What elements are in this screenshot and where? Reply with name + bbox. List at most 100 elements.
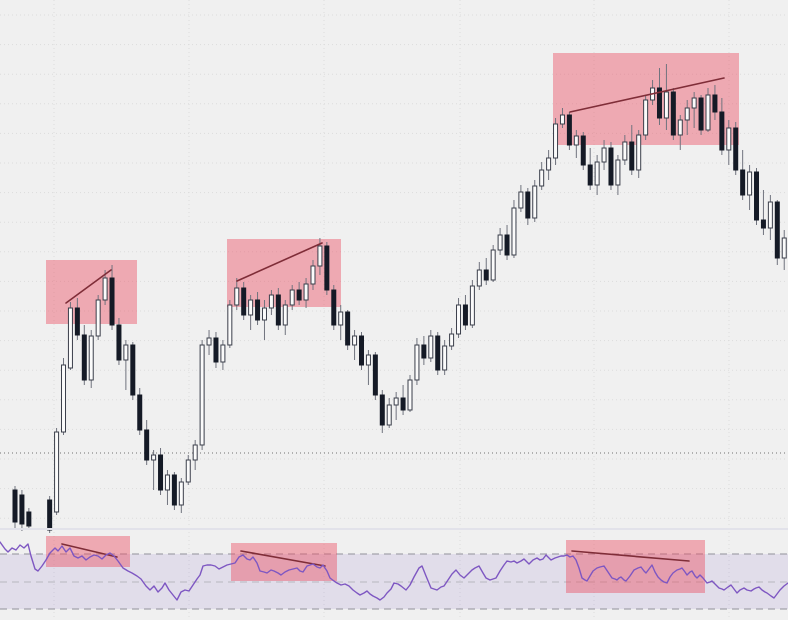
candle-down [754,168,760,225]
candle-body [525,191,531,219]
trendline[interactable] [65,269,112,304]
candle-body [199,344,205,446]
rsi-trendline[interactable] [240,550,326,567]
candle-down [74,298,80,340]
rsi-divergence-highlight-box[interactable] [46,536,130,567]
candle-body [622,141,628,161]
candle-body [241,287,247,316]
candle-body [615,159,621,186]
candle-body [691,97,697,109]
candle-body [435,335,441,371]
candle-body [206,337,212,346]
candle-body [352,335,358,346]
candle-down [566,112,572,150]
candle-down [158,448,164,495]
candle-body [275,294,281,326]
candle-up [449,328,455,350]
price-trendlines [65,77,725,304]
candle-body [151,454,157,461]
trendline[interactable] [236,242,323,282]
candle-up [289,285,295,310]
candle-body [338,311,344,326]
candle-up [469,280,475,328]
candle-body [684,107,690,121]
candle-down [12,486,18,528]
candle-up [185,455,191,485]
candle-body [345,311,351,346]
candle-body [268,294,274,309]
candle-down [359,332,364,370]
candle-body [296,289,302,301]
candle-body [670,91,676,136]
candle-body [483,269,489,281]
candle-body [712,94,718,113]
candle-body [88,335,94,381]
candle-up [248,295,254,330]
trendline[interactable] [569,77,725,113]
candle-up [67,302,73,370]
candle-down [670,88,676,140]
rsi-band-fill [0,554,788,609]
divergence-highlight-box[interactable] [46,260,137,324]
candle-body [559,114,565,125]
candle-body [81,334,87,381]
candle-down [116,318,122,365]
candle-up [691,92,697,128]
candle-up [497,228,503,255]
candle-body [54,431,60,513]
candle-down [379,390,385,433]
candle-body [469,285,475,326]
candle-body [171,474,177,506]
candle-up [573,130,579,158]
candle-down [324,242,330,295]
candle-body [95,299,101,337]
candle-body [144,429,150,461]
candle-body [594,161,600,186]
candle-body [164,474,170,491]
candle-up [601,140,607,170]
candle-up [636,130,642,178]
candle-body [733,127,739,171]
candle-up [428,330,434,362]
candle-body [719,111,725,151]
candle-up [352,330,358,360]
candle-up [199,340,205,450]
candle-up [456,298,462,338]
candle-body [663,91,669,119]
candle-down [774,200,780,265]
rsi-divergence-highlight-box[interactable] [566,540,705,593]
candle-body [462,304,468,326]
candle-down [608,142,614,190]
candle-down [760,190,766,235]
candle-down [580,132,586,170]
candle-body [386,404,392,426]
candle-up [102,270,108,305]
candle-up [338,305,344,340]
candle-body [760,219,766,229]
candle-body [698,97,704,131]
candle-down [255,292,261,325]
rsi-trendline[interactable] [571,550,690,562]
rsi-divergence-highlight-box[interactable] [231,543,337,581]
candle-body [67,307,73,369]
candle-up [518,185,524,212]
candle-body [109,277,115,326]
candle-down [435,332,441,375]
candle-body [754,171,760,221]
candle-down [26,508,32,530]
candle-up [54,428,60,515]
candle-body [282,304,288,326]
candle-body [19,494,25,525]
candle-down [504,225,510,260]
candle-body [158,454,164,491]
candle-up [663,64,669,130]
candle-body [781,237,787,259]
candle-up [303,278,309,308]
candle-down [130,342,136,400]
candle-up [622,135,628,165]
candle-body [504,234,510,256]
candle-up [559,108,565,128]
candle-body [324,245,330,291]
